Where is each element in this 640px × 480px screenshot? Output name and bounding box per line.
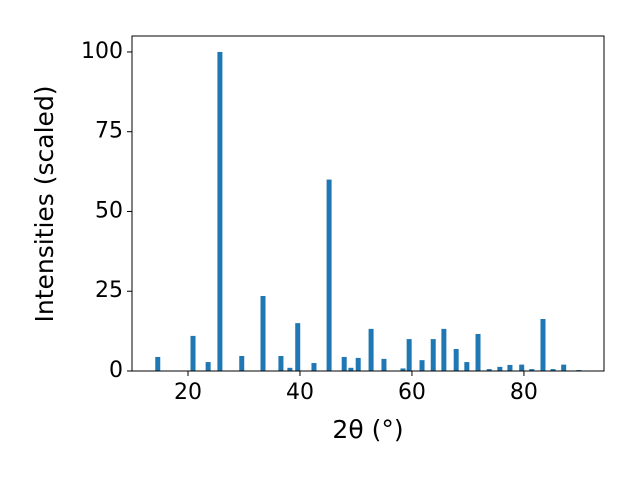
bar — [475, 333, 481, 371]
y-tick-label: 50 — [95, 198, 123, 223]
bar — [260, 296, 266, 371]
y-tick-label: 0 — [109, 358, 123, 383]
bar — [529, 369, 535, 371]
bar — [190, 335, 196, 371]
bar — [295, 323, 301, 371]
bar — [486, 369, 492, 371]
bar — [326, 179, 332, 371]
bar — [453, 348, 459, 371]
x-tick-label: 40 — [286, 380, 314, 405]
y-tick-label: 25 — [95, 278, 123, 303]
bar — [278, 356, 284, 371]
bar — [561, 364, 567, 371]
x-tick-label: 80 — [510, 380, 538, 405]
bar — [550, 369, 556, 371]
x-tick-label: 20 — [174, 380, 202, 405]
x-tick-label: 60 — [398, 380, 426, 405]
bar — [406, 339, 412, 371]
bar — [419, 360, 425, 371]
bar — [355, 357, 361, 371]
bar — [287, 367, 293, 371]
bar — [368, 328, 374, 371]
bar — [311, 363, 317, 371]
bar — [348, 367, 354, 371]
bar — [217, 51, 223, 371]
bar — [155, 356, 161, 371]
y-axis-label: Intensities (scaled) — [30, 85, 59, 322]
y-tick-label: 100 — [81, 39, 123, 64]
bar — [430, 339, 436, 371]
bar — [464, 362, 470, 371]
bar — [507, 364, 513, 371]
bar — [400, 368, 406, 371]
bar — [239, 356, 245, 371]
bar — [497, 366, 503, 371]
y-tick-label: 75 — [95, 119, 123, 144]
bar — [341, 356, 347, 371]
x-axis-label: 2θ (°) — [332, 415, 403, 444]
plot-frame — [131, 35, 605, 372]
bar — [205, 362, 211, 371]
bar — [381, 358, 387, 371]
bar — [519, 364, 525, 371]
bar — [441, 328, 447, 371]
bar — [540, 318, 546, 371]
